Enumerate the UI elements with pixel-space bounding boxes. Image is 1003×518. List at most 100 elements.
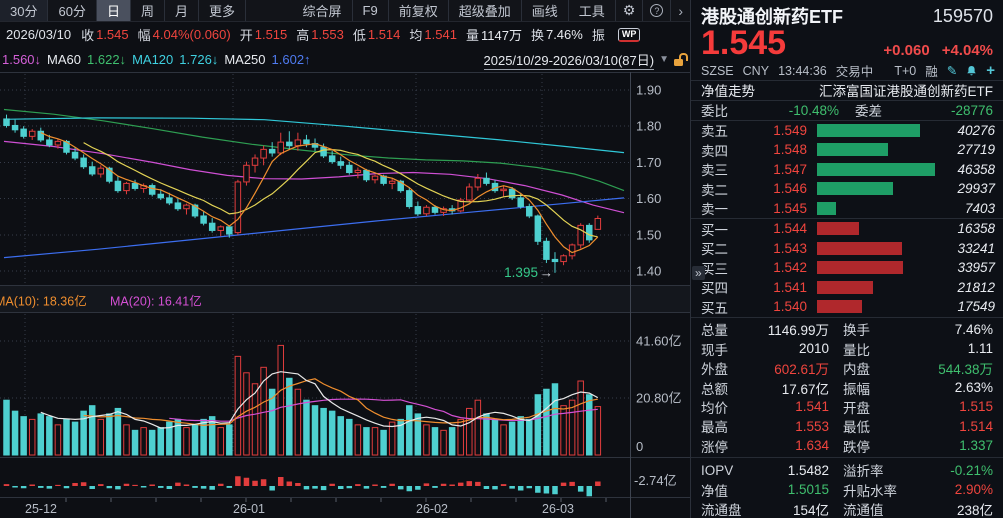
unlock-icon[interactable] bbox=[674, 53, 688, 66]
weibi-label: 委比 bbox=[701, 104, 728, 120]
ask-row-2[interactable]: 卖二 1.546 29937 bbox=[701, 181, 995, 198]
svg-text:1.90: 1.90 bbox=[636, 82, 661, 97]
panel-header: 港股通创新药ETF 159570 1.545 +0.060 +4.04% bbox=[691, 0, 1003, 62]
draw-line-button[interactable]: 画线 bbox=[522, 0, 569, 21]
svg-text:20.80亿: 20.80亿 bbox=[636, 391, 682, 406]
weicha-label: 委差 bbox=[855, 104, 882, 120]
help-icon: ? bbox=[650, 4, 664, 17]
bid-row-1[interactable]: 买一 1.544 16358 bbox=[701, 221, 995, 238]
f9-button[interactable]: F9 bbox=[353, 0, 389, 21]
stat-row: 最高 1.553 最低 1.514 bbox=[701, 418, 993, 436]
fund-nav-row[interactable]: 净值走势 汇添富国证港股通创新药ETF bbox=[691, 81, 1003, 101]
fund-stats-table: IOPV 1.5482 溢折率 -0.21% 净值 1.5015 升贴水率 2.90% 流通… bbox=[691, 457, 1003, 518]
quote-volume: 量 1147万 bbox=[465, 28, 522, 43]
period-tabs: 30分 60分 日 周 月 更多 bbox=[0, 0, 246, 21]
gear-icon: ⚙ bbox=[622, 2, 636, 18]
svg-text:0: 0 bbox=[636, 439, 643, 454]
quote-open: 开 1.515 bbox=[239, 27, 288, 43]
candlestick-chart[interactable]: 1.90 1.80 1.70 1.60 1.50 1.40 25-12 26-01 26-02 2… bbox=[0, 72, 690, 518]
fund-full-name: 汇添富国证港股通创新药ETF bbox=[819, 84, 993, 100]
forward-adjust-button[interactable]: 前复权 bbox=[389, 0, 449, 21]
quote-date: 2026/03/10 bbox=[6, 27, 72, 42]
quote-avg: 均 1.541 bbox=[409, 27, 457, 43]
ma250-value: 1.602↑ bbox=[271, 52, 311, 67]
svg-text:1.50: 1.50 bbox=[636, 227, 661, 242]
alert-bell-icon[interactable] bbox=[966, 65, 977, 77]
expand-toolbar-button[interactable]: › bbox=[671, 0, 690, 21]
svg-text:1.80: 1.80 bbox=[636, 119, 661, 134]
stock-name[interactable]: 港股通创新药ETF bbox=[701, 7, 843, 27]
ask-row-5[interactable]: 卖五 1.549 40276 bbox=[701, 122, 995, 140]
wp-badge-icon[interactable]: WP bbox=[617, 27, 641, 42]
date-range-text[interactable]: 2025/10/29-2026/03/10(87日) bbox=[483, 50, 655, 70]
ma250-label: MA250 bbox=[224, 52, 266, 67]
ask-depth-bar bbox=[817, 201, 836, 215]
bid-row-3[interactable]: 买三 1.542 33957 bbox=[701, 260, 995, 277]
tab-60min[interactable]: 60分 bbox=[48, 0, 97, 21]
last-price: 1.545 bbox=[701, 24, 787, 62]
stock-code: 159570 bbox=[932, 5, 993, 26]
currency-label: CNY bbox=[742, 63, 770, 78]
bid-row-4[interactable]: 买四 1.541 21812 bbox=[701, 279, 995, 297]
edit-icon[interactable]: ✎ bbox=[946, 64, 958, 79]
collapse-panel-button[interactable]: » bbox=[692, 266, 705, 280]
period-toolbar: 30分 60分 日 周 月 更多 综合屏 F9 前复权 超级叠加 画线 工具 ⚙… bbox=[0, 0, 690, 22]
bid-row-5[interactable]: 买五 1.540 17549 bbox=[701, 299, 995, 316]
stat-row: 外盘 602.61万 内盘 544.38万 bbox=[701, 362, 993, 378]
svg-text:-2.74亿: -2.74亿 bbox=[634, 473, 677, 488]
ask-row-4[interactable]: 卖四 1.548 27719 bbox=[701, 142, 995, 159]
order-imbalance-row: 委比 -10.48% 委差 -28776 bbox=[691, 101, 1003, 121]
bid-depth-bar bbox=[817, 300, 862, 314]
svg-text:26-02: 26-02 bbox=[416, 502, 448, 516]
ask-depth-bar bbox=[817, 182, 894, 196]
add-watchlist-icon[interactable]: + bbox=[986, 62, 995, 80]
chevron-right-icon: › bbox=[678, 2, 683, 19]
composite-screen-button[interactable]: 综合屏 bbox=[293, 0, 353, 21]
weicha-value: -28776 bbox=[950, 102, 993, 118]
chevron-down-icon[interactable]: ▼ bbox=[659, 54, 669, 65]
bid-depth-bar bbox=[817, 222, 859, 236]
stat-row: 涨停 1.634 跌停 1.337 bbox=[701, 438, 993, 455]
svg-text:26-03: 26-03 bbox=[542, 502, 574, 516]
svg-text:25-12: 25-12 bbox=[25, 502, 57, 516]
stat-row: 均价 1.541 开盘 1.515 bbox=[701, 399, 993, 416]
bid-row-2[interactable]: 买二 1.543 33241 bbox=[701, 240, 995, 258]
order-book: 卖五 1.549 40276 卖四 1.548 27719 卖三 1.547 4… bbox=[691, 121, 1003, 317]
quote-amplitude: 幅 4.04%(0.060) bbox=[137, 27, 231, 43]
quote-high: 高 1.553 bbox=[296, 27, 344, 43]
tab-daily[interactable]: 日 bbox=[96, 0, 131, 21]
t0-tag: T+0 bbox=[894, 63, 917, 78]
tab-weekly[interactable]: 周 bbox=[131, 0, 165, 21]
margin-tag: 融 bbox=[925, 65, 938, 80]
price-change: +0.060 +4.04% bbox=[883, 42, 993, 62]
svg-text:1.40: 1.40 bbox=[636, 263, 661, 278]
ma-values: 1.560↓ MA60 1.622↓ MA120 1.726↓ MA250 1.… bbox=[2, 52, 311, 67]
tab-30min[interactable]: 30分 bbox=[0, 0, 49, 21]
quote-close: 收 1.545 bbox=[81, 27, 129, 43]
ask-row-3[interactable]: 卖三 1.547 46358 bbox=[701, 161, 995, 179]
exchange-label: SZSE bbox=[701, 63, 734, 78]
market-info-bar: SZSE CNY 13:44:36 交易中 T+0 融 ✎ + bbox=[691, 62, 1003, 81]
tools-button[interactable]: 工具 bbox=[569, 0, 616, 21]
stat-row: 流通盘 154亿 流通值 238亿 bbox=[701, 502, 993, 518]
bid-depth-bar bbox=[817, 241, 902, 255]
ask-row-1[interactable]: 卖一 1.545 7403 bbox=[701, 200, 995, 218]
ma60-label: MA60 bbox=[47, 52, 82, 67]
nav-trend-label[interactable]: 净值走势 bbox=[701, 84, 755, 100]
bid-depth-bar bbox=[817, 280, 873, 294]
tab-more[interactable]: 更多 bbox=[199, 0, 246, 21]
ask-depth-bar bbox=[817, 143, 888, 157]
help-button[interactable]: ? bbox=[643, 0, 672, 21]
ma30-value: 1.560↓ bbox=[2, 52, 42, 67]
tab-monthly[interactable]: 月 bbox=[165, 0, 199, 21]
quote-panel: 港股通创新药ETF 159570 1.545 +0.060 +4.04% SZS… bbox=[690, 0, 1003, 518]
settings-button[interactable]: ⚙ bbox=[616, 0, 644, 21]
super-overlay-button[interactable]: 超级叠加 bbox=[449, 0, 522, 21]
trading-status: 交易中 bbox=[835, 65, 874, 80]
ask-depth-bar bbox=[817, 162, 935, 176]
stat-row: 净值 1.5015 升贴水率 2.90% bbox=[701, 482, 993, 499]
quote-time: 13:44:36 bbox=[778, 63, 827, 78]
ma60-value: 1.622↓ bbox=[87, 52, 127, 67]
bid-ask-divider bbox=[691, 218, 1003, 220]
